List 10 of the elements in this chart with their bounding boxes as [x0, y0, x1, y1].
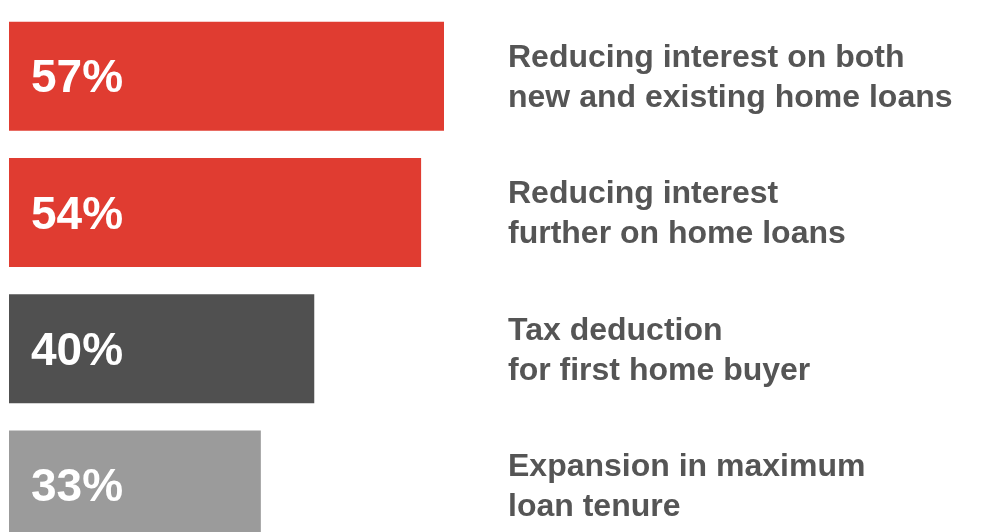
- data-label: 54%: [31, 186, 124, 239]
- y-tick-label: Reducing interest on both new and existing home loans: [508, 38, 953, 115]
- bar: [9, 21, 444, 131]
- data-label: 57%: [31, 50, 124, 103]
- bar: [9, 157, 422, 267]
- y-tick-label: Reducing interest further on home loans: [508, 174, 846, 251]
- data-label: 40%: [31, 322, 124, 375]
- y-tick-label: Tax deduction for first home buyer: [508, 310, 811, 387]
- y-tick-label: Expansion in maximum loan tenure: [508, 446, 866, 523]
- data-label: 33%: [31, 459, 124, 512]
